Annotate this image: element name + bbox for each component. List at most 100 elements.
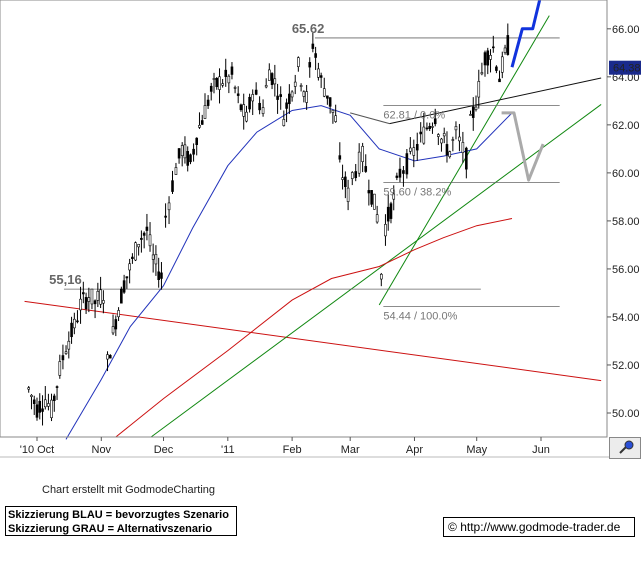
candle-body: [354, 171, 358, 179]
moving-average-line: [65, 105, 513, 440]
candle-body: [451, 139, 455, 141]
candle-body: [233, 87, 237, 89]
candle-body: [326, 95, 329, 99]
candle-body: [93, 300, 97, 305]
trend-line: [150, 104, 602, 438]
y-tick-label: 60.00: [612, 168, 640, 180]
level-label: 65.62: [292, 21, 325, 36]
y-tick-label: 66.00: [612, 24, 640, 36]
candle-body: [290, 91, 294, 98]
candle-body: [314, 53, 317, 58]
candle-body: [267, 69, 271, 81]
candle-body: [422, 126, 426, 144]
candle-body: [221, 83, 224, 86]
candle-body: [120, 288, 123, 304]
candle-body: [177, 148, 181, 159]
candle-body: [209, 85, 213, 92]
candle-body: [458, 136, 461, 142]
magnifier-zoom-icon: [619, 440, 634, 454]
candle-body: [106, 354, 109, 360]
scenario-path: [501, 111, 545, 182]
level-label: 59.60 / 38.2%: [383, 186, 451, 198]
candle-body: [357, 151, 361, 174]
trend-line: [389, 77, 602, 125]
candle-body: [305, 91, 308, 103]
candle-body: [375, 214, 379, 223]
candle-body: [386, 206, 390, 222]
y-tick-label: 56.00: [612, 264, 640, 276]
scenario-legend: Skizzierung BLAU = bevorzugtes Szenario …: [5, 506, 237, 536]
chart-lines: [24, 15, 602, 440]
candle-body: [254, 89, 258, 95]
level-label: 55,16: [49, 272, 82, 287]
candle-body: [282, 119, 286, 126]
candle-body: [495, 66, 498, 71]
candle-body: [248, 96, 251, 110]
candle-body: [442, 133, 446, 137]
candle-body: [258, 102, 261, 111]
candle-body: [319, 75, 323, 78]
candle-body: [346, 187, 350, 202]
candle-body: [79, 298, 82, 311]
candle-body: [364, 166, 368, 172]
candle-body: [186, 151, 190, 166]
candle-body: [70, 322, 73, 338]
candle-body: [87, 297, 91, 302]
candle-body: [308, 62, 312, 68]
candle-body: [142, 232, 146, 236]
last-price-tag: [609, 60, 641, 75]
chart-credit: Chart erstellt mit GodmodeCharting: [42, 484, 216, 496]
website-url[interactable]: http://www.godmode-trader.de: [460, 520, 621, 534]
candle-body: [151, 254, 155, 260]
candle-body: [350, 172, 354, 179]
candle-body: [331, 109, 335, 113]
x-tick-label: '11: [221, 444, 235, 456]
candle-body: [76, 320, 79, 323]
y-tick-label: 64.00: [612, 72, 640, 84]
candle-body: [224, 69, 228, 77]
candle-body: [370, 190, 373, 205]
candle-body: [491, 46, 495, 49]
candle-body: [160, 272, 163, 279]
candle-body: [273, 78, 277, 85]
y-tick-label: 58.00: [612, 216, 640, 228]
legend-gray-scenario: Skizzierung GRAU = Alternativszenario: [8, 523, 213, 535]
candle-body: [322, 88, 326, 97]
candle-body: [288, 93, 291, 105]
candle-body: [270, 73, 274, 85]
candle-body: [285, 102, 288, 109]
candle-body: [276, 95, 279, 100]
candle-body: [114, 319, 118, 330]
x-tick-label: Feb: [283, 444, 302, 456]
candle-body: [96, 290, 100, 301]
candlesticks: [27, 23, 510, 426]
candle-body: [164, 215, 167, 218]
candle-body: [261, 107, 265, 114]
zoom-button[interactable]: [609, 437, 641, 459]
candle-body: [206, 99, 210, 106]
scenario-sketches: [501, 0, 545, 182]
candle-body: [102, 300, 105, 304]
candle-body: [230, 66, 234, 75]
candle-body: [154, 254, 158, 265]
candle-body: [477, 81, 481, 98]
candle-body: [480, 72, 484, 75]
candle-body: [440, 138, 443, 144]
candle-body: [215, 77, 219, 88]
candle-body: [409, 147, 412, 152]
moving-average-line: [115, 218, 513, 438]
candle-body: [122, 280, 126, 293]
y-tick-label: 54.00: [612, 312, 640, 324]
candle-body: [236, 93, 240, 96]
website-link[interactable]: © http://www.godmode-trader.de: [443, 517, 635, 537]
candle-body: [483, 52, 487, 66]
candle-body: [192, 148, 195, 155]
trend-line: [24, 300, 602, 382]
candle-body: [137, 244, 140, 248]
candle-body: [373, 193, 376, 210]
candle-body: [471, 106, 475, 118]
candle-body: [328, 97, 332, 107]
candle-body: [402, 170, 405, 174]
candle-body: [148, 234, 152, 247]
x-tick-label: Dec: [154, 444, 174, 456]
